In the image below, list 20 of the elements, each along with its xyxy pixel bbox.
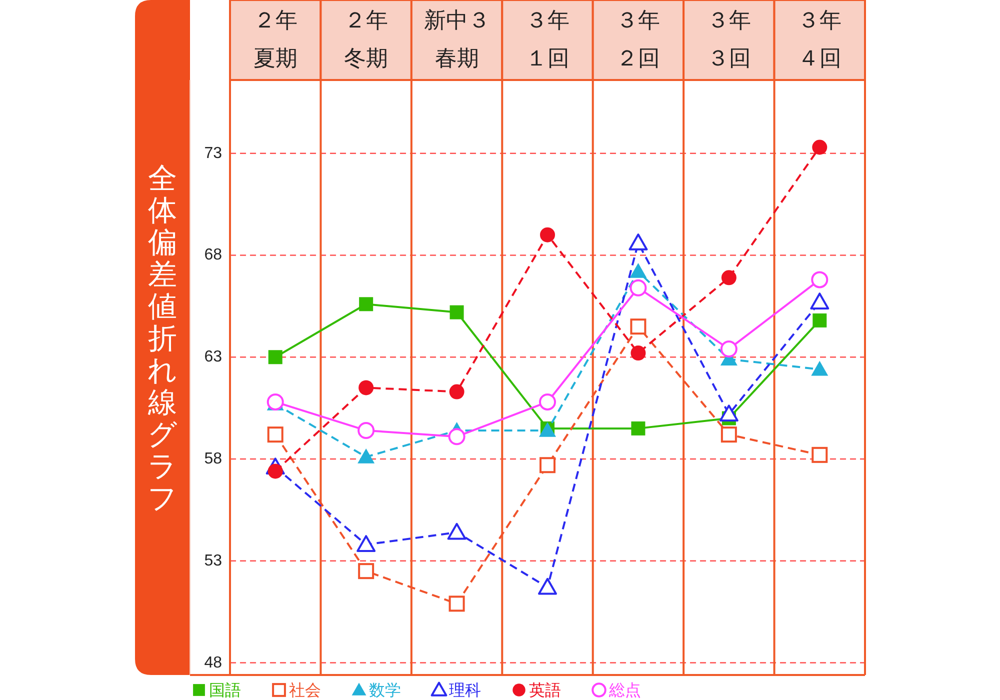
x-tick-label: ３年１回 bbox=[526, 8, 570, 72]
title: 全体偏差値折れ線グラフ bbox=[148, 161, 178, 515]
x-tick-label: ２年夏期 bbox=[253, 8, 298, 72]
y-tick-label: 73 bbox=[204, 144, 222, 162]
legend-label: 総点 bbox=[609, 680, 641, 700]
legend-label: 英語 bbox=[529, 680, 561, 700]
y-tick-label: 63 bbox=[204, 348, 222, 366]
x-tick-label: ３年４回 bbox=[798, 8, 842, 72]
x-tick-label: ３年３回 bbox=[706, 8, 751, 72]
y-tick-label: 58 bbox=[204, 450, 222, 468]
legend-label: 国語 bbox=[209, 680, 241, 700]
legend-label: 数学 bbox=[369, 680, 401, 700]
x-tick-label: 新中３春期 bbox=[424, 8, 490, 72]
legend-label: 理科 bbox=[449, 680, 481, 700]
y-tick-label: 68 bbox=[204, 246, 222, 264]
x-tick-label: ２年冬期 bbox=[344, 8, 388, 72]
y-tick-label: 48 bbox=[204, 654, 222, 672]
x-tick-label: ３年２回 bbox=[616, 8, 660, 72]
y-tick-label: 53 bbox=[204, 552, 222, 570]
legend-label: 社会 bbox=[289, 680, 321, 700]
